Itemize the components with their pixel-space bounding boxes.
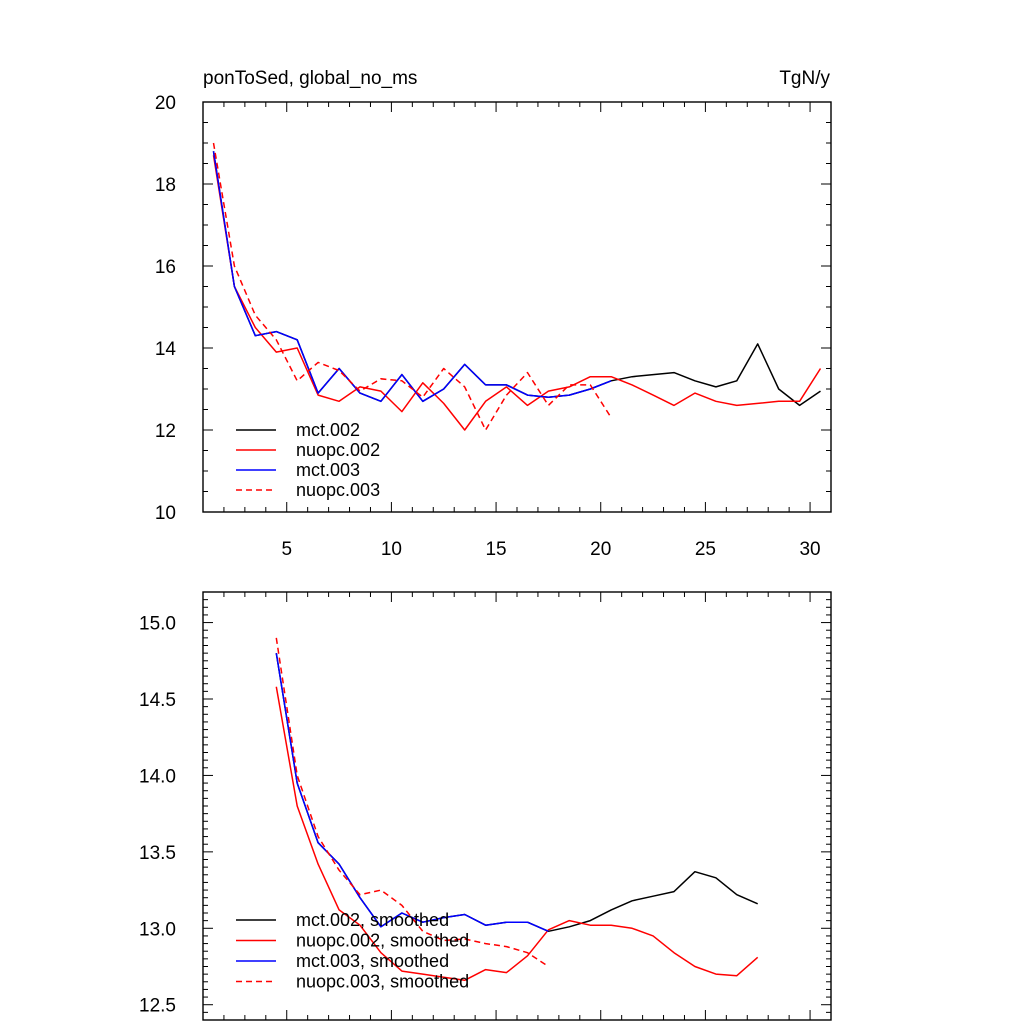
chart0-series-line-nuopc-003	[212, 142, 612, 431]
top-panel-ponToSed: ponToSed, global_no_ms TgN/y 5 10 15 20 25 30…	[155, 68, 832, 560]
chart0-series-line-mct-002	[212, 151, 821, 407]
chart1-series-line-nuopc-002-smoothed	[275, 686, 759, 982]
chart-title: ponToSed, global_no_ms	[203, 68, 417, 89]
chart0-y-tick-label: 14	[155, 339, 177, 360]
chart0-y-tick-label: 16	[155, 257, 176, 278]
chart0-y-tick-label: 10	[155, 503, 176, 524]
chart1-series-line-mct-003-smoothed	[275, 652, 549, 932]
chart0-series-line-mct-003	[212, 151, 612, 403]
chart0-series-line-nuopc-002	[212, 155, 822, 431]
chart1-y-tick-label: 14.5	[139, 690, 176, 711]
chart1-legend-label: nuopc.003, smoothed	[296, 972, 469, 992]
chart0-x-tick-label: 10	[381, 539, 402, 560]
chart1-series-line-nuopc-003-smoothed	[275, 637, 549, 968]
chart0-legend-label: mct.002	[296, 420, 360, 440]
bottom-panel-smoothed: 12.5 13.0 13.5 14.0 14.5 15.0 mct.002, smoothe…	[139, 591, 832, 1021]
chart1-y-tick-label: 13.0	[139, 919, 176, 940]
chart1-legend-label: mct.003, smoothed	[296, 951, 449, 971]
chart0-x-tick-label: 30	[799, 539, 820, 560]
chart1-y-tick-label: 15.0	[139, 614, 176, 635]
chart0-legend-label: mct.003	[296, 460, 360, 480]
chart0-y-tick-label: 20	[155, 93, 176, 114]
chart0-legend-label: nuopc.003	[296, 480, 380, 500]
chart1-legend-label: nuopc.002, smoothed	[296, 931, 469, 951]
chart0-x-tick-label: 15	[485, 539, 506, 560]
chart1-y-tick-label: 13.5	[139, 843, 176, 864]
chart0-legend-label: nuopc.002	[296, 440, 380, 460]
chart0-x-tick-label: 20	[590, 539, 611, 560]
chart0-x-tick-label: 25	[695, 539, 716, 560]
chart1-series-line-mct-002-smoothed	[275, 652, 758, 933]
chart1-y-tick-label: 14.0	[139, 766, 176, 787]
chart0-y-tick-label: 18	[155, 175, 176, 196]
chart1-legend-label: mct.002, smoothed	[296, 910, 449, 930]
chart0-y-tick-label: 12	[155, 421, 176, 442]
units-label: TgN/y	[779, 68, 830, 89]
chart1-y-tick-label: 12.5	[139, 996, 176, 1017]
chart0-x-tick-label: 5	[281, 539, 292, 560]
